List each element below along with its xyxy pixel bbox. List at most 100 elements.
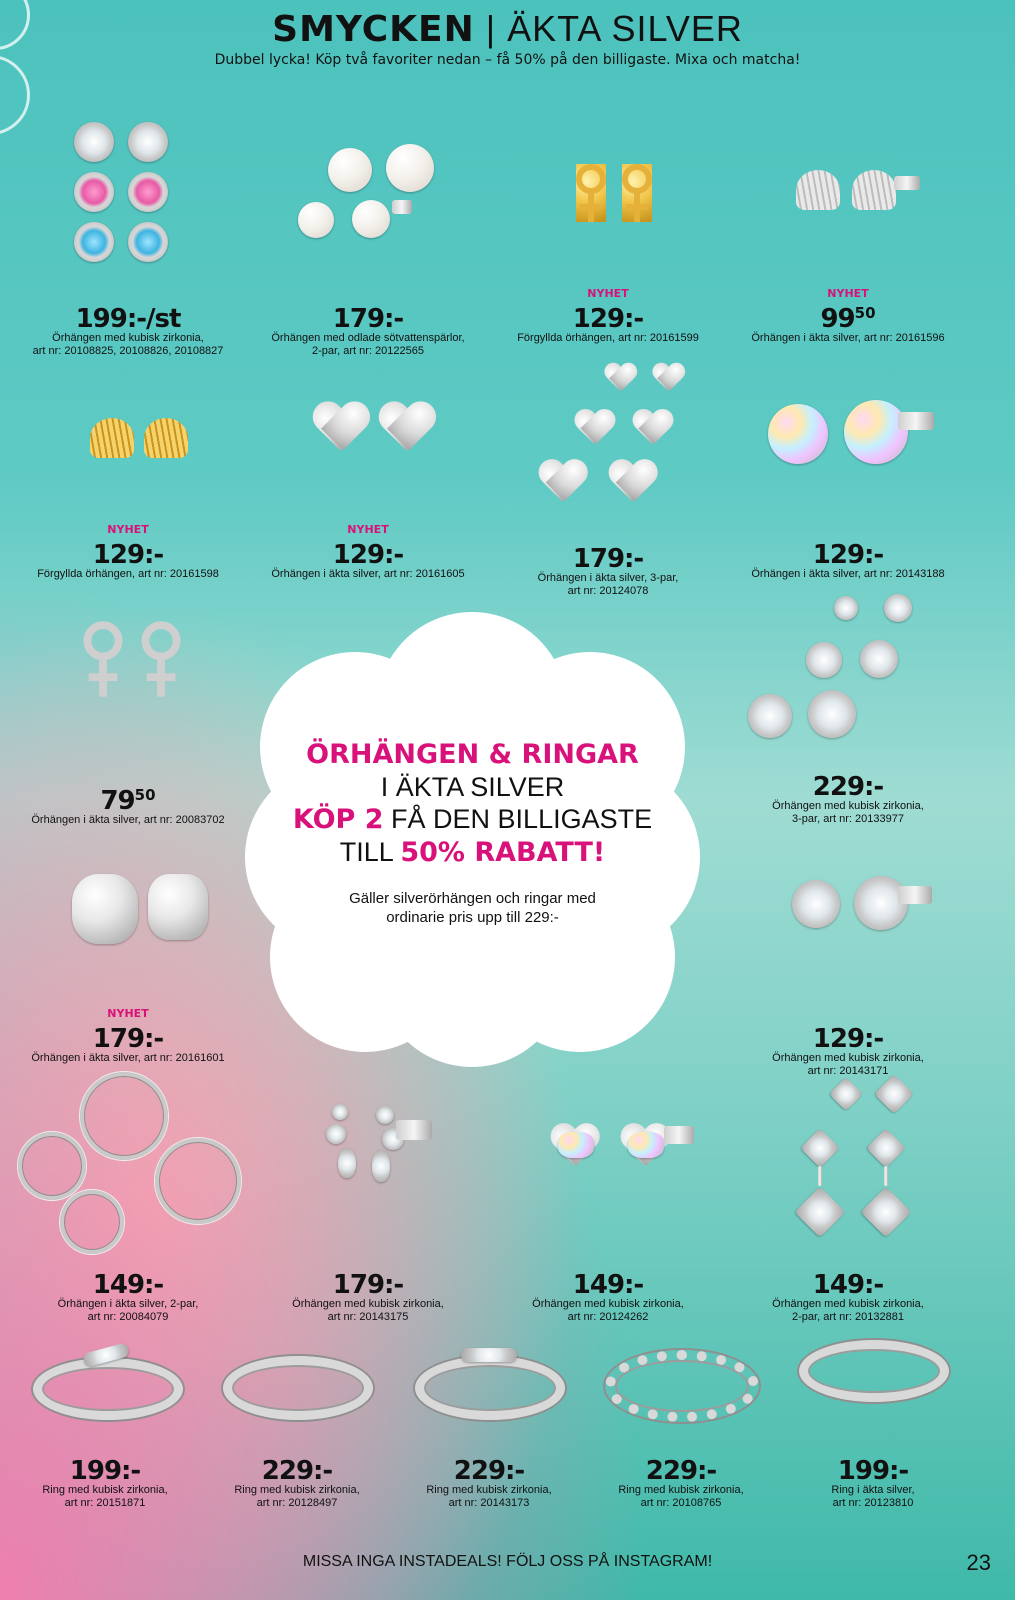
- price: 199:-/st: [75, 304, 182, 334]
- product-image: [748, 354, 948, 524]
- product-card[interactable]: 7950 Örhängen i äkta silver, art nr: 200…: [8, 600, 248, 827]
- new-badge: NYHET: [587, 287, 629, 300]
- promo-flower-shape: [245, 612, 700, 1067]
- price: 199:-: [69, 1456, 141, 1486]
- page-subtitle: Dubbel lycka! Köp två favoriter nedan – …: [214, 52, 801, 68]
- product-article-number: art nr: 20124262: [567, 1311, 649, 1323]
- price: 129:-: [332, 540, 404, 570]
- product-card[interactable]: 149:- Örhängen i äkta silver, 2-par, art…: [8, 1084, 248, 1324]
- new-badge: [488, 1254, 728, 1266]
- product-article-number: art nr: 20143175: [327, 1311, 409, 1323]
- product-article-number: art nr: 20151871: [64, 1497, 146, 1509]
- hoop-earring: [80, 1072, 168, 1160]
- price: 179:-: [572, 544, 644, 574]
- product-description: Örhängen i äkta silver, art nr: 20161601: [31, 1052, 225, 1064]
- product-card[interactable]: 199:- Ring med kubisk zirkonia, art nr: …: [0, 1340, 210, 1510]
- new-badge: [248, 1254, 488, 1266]
- product-card[interactable]: NYHET 129:- Örhängen i äkta silver, art …: [248, 354, 488, 581]
- product-card[interactable]: 149:- Örhängen med kubisk zirkonia, 2-pa…: [728, 1070, 968, 1324]
- product-image: [773, 1340, 973, 1440]
- product-image: [268, 118, 468, 288]
- price: 149:-: [92, 1270, 164, 1300]
- product-card[interactable]: 179:- Örhängen med kubisk zirkonia, art …: [248, 1084, 488, 1324]
- product-card[interactable]: NYHET 179:- Örhängen i äkta silver, art …: [8, 838, 248, 1065]
- product-description: Örhängen med odlade sötvattenspärlor,: [271, 332, 465, 344]
- product-card[interactable]: 199:- Ring i äkta silver, art nr: 201238…: [768, 1340, 978, 1510]
- new-badge: NYHET: [827, 287, 869, 300]
- product-description: Örhängen i äkta silver, art nr: 20083702: [31, 814, 225, 826]
- product-image: [748, 1070, 948, 1254]
- product-image: [389, 1340, 589, 1440]
- product-description: Örhängen med kubisk zirkonia,: [292, 1298, 444, 1310]
- product-article-number: art nr: 20143171: [807, 1065, 889, 1077]
- new-badge: [728, 1254, 968, 1266]
- product-description: Örhängen med kubisk zirkonia,: [772, 800, 924, 812]
- product-card[interactable]: NYHET 129:- Förgyllda örhängen, art nr: …: [488, 118, 728, 345]
- new-badge: [8, 1254, 248, 1266]
- product-card[interactable]: 229:- Ring med kubisk zirkonia, art nr: …: [192, 1340, 402, 1510]
- price: 7950: [100, 786, 156, 816]
- price: 129:-: [572, 304, 644, 334]
- product-card[interactable]: 179:- Örhängen med odlade sötvattenspärl…: [248, 118, 488, 358]
- product-card[interactable]: 149:- Örhängen med kubisk zirkonia, art …: [488, 1084, 728, 1324]
- promo-line: I ÄKTA SILVER: [380, 772, 565, 802]
- product-image: [738, 586, 958, 756]
- product-description: Ring med kubisk zirkonia,: [234, 1484, 360, 1496]
- product-card[interactable]: 199:-/st Örhängen med kubisk zirkonia, a…: [8, 118, 248, 358]
- product-description: Örhängen i äkta silver, art nr: 20161605: [271, 568, 465, 580]
- product-card[interactable]: 229:- Ring med kubisk zirkonia, art nr: …: [576, 1340, 786, 1510]
- promo-headline: ÖRHÄNGEN & RINGAR: [306, 739, 639, 770]
- promo-discount: 50% RABATT!: [400, 837, 606, 868]
- product-article-number: art nr: 20084079: [87, 1311, 169, 1323]
- product-card[interactable]: NYHET 9950 Örhängen i äkta silver, art n…: [728, 118, 968, 345]
- price: 149:-: [812, 1270, 884, 1300]
- new-badge: [488, 528, 728, 540]
- hoop-earring: [155, 1138, 241, 1224]
- product-image: [508, 354, 708, 528]
- new-badge: [728, 756, 968, 768]
- product-card[interactable]: NYHET 129:- Förgyllda örhängen, art nr: …: [8, 354, 248, 581]
- new-badge: NYHET: [107, 523, 149, 536]
- new-badge: [728, 524, 968, 536]
- new-badge: [576, 1440, 786, 1452]
- product-description: Ring i äkta silver,: [831, 1484, 915, 1496]
- price: 9950: [820, 304, 876, 334]
- promo-line: TILL: [339, 837, 401, 867]
- product-card[interactable]: 229:- Ring med kubisk zirkonia, art nr: …: [384, 1340, 594, 1510]
- product-card[interactable]: 129:- Örhängen i äkta silver, art nr: 20…: [728, 354, 968, 581]
- new-badge: [8, 288, 248, 300]
- price: 229:-: [261, 1456, 333, 1486]
- product-description: Örhängen med kubisk zirkonia,: [52, 332, 204, 344]
- product-article-number: 2-par, art nr: 20122565: [312, 345, 424, 357]
- product-description: Ring med kubisk zirkonia,: [618, 1484, 744, 1496]
- hoop-earring: [18, 1132, 86, 1200]
- product-article-number: art nr: 20124078: [567, 585, 649, 597]
- price: 229:-: [453, 1456, 525, 1486]
- price: 179:-: [92, 1024, 164, 1054]
- product-card[interactable]: 179:- Örhängen i äkta silver, 3-par, art…: [488, 354, 728, 598]
- product-article-number: art nr: 20108825, 20108826, 20108827: [32, 345, 224, 357]
- product-description: Förgyllda örhängen, art nr: 20161598: [37, 568, 219, 580]
- product-description: Ring med kubisk zirkonia,: [42, 1484, 168, 1496]
- new-badge: [8, 770, 248, 782]
- product-image: [28, 354, 228, 524]
- page-title: SMYCKEN | ÄKTA SILVER: [272, 8, 743, 50]
- new-badge: [0, 1440, 210, 1452]
- new-badge: NYHET: [347, 523, 389, 536]
- product-article-number: art nr: 20128497: [256, 1497, 338, 1509]
- price: 199:-: [837, 1456, 909, 1486]
- product-image: [748, 118, 948, 288]
- promo-line: FÅ DEN BILLIGASTE: [383, 804, 653, 834]
- product-description: Örhängen med kubisk zirkonia,: [532, 1298, 684, 1310]
- page-number: 23: [966, 1550, 991, 1575]
- product-image: [28, 600, 228, 770]
- product-article-number: art nr: 20143173: [448, 1497, 530, 1509]
- product-article-number: 3-par, art nr: 20133977: [792, 813, 904, 825]
- product-image: [508, 1084, 708, 1254]
- promo-buy-two: KÖP 2: [292, 804, 384, 835]
- product-card[interactable]: 129:- Örhängen med kubisk zirkonia, art …: [728, 838, 968, 1078]
- instagram-callout[interactable]: MISSA INGA INSTADEALS! FÖLJ OSS PÅ INSTA…: [302, 1553, 713, 1570]
- product-article-number: art nr: 20108765: [640, 1497, 722, 1509]
- product-card[interactable]: 229:- Örhängen med kubisk zirkonia, 3-pa…: [728, 586, 968, 826]
- price: 129:-: [812, 540, 884, 570]
